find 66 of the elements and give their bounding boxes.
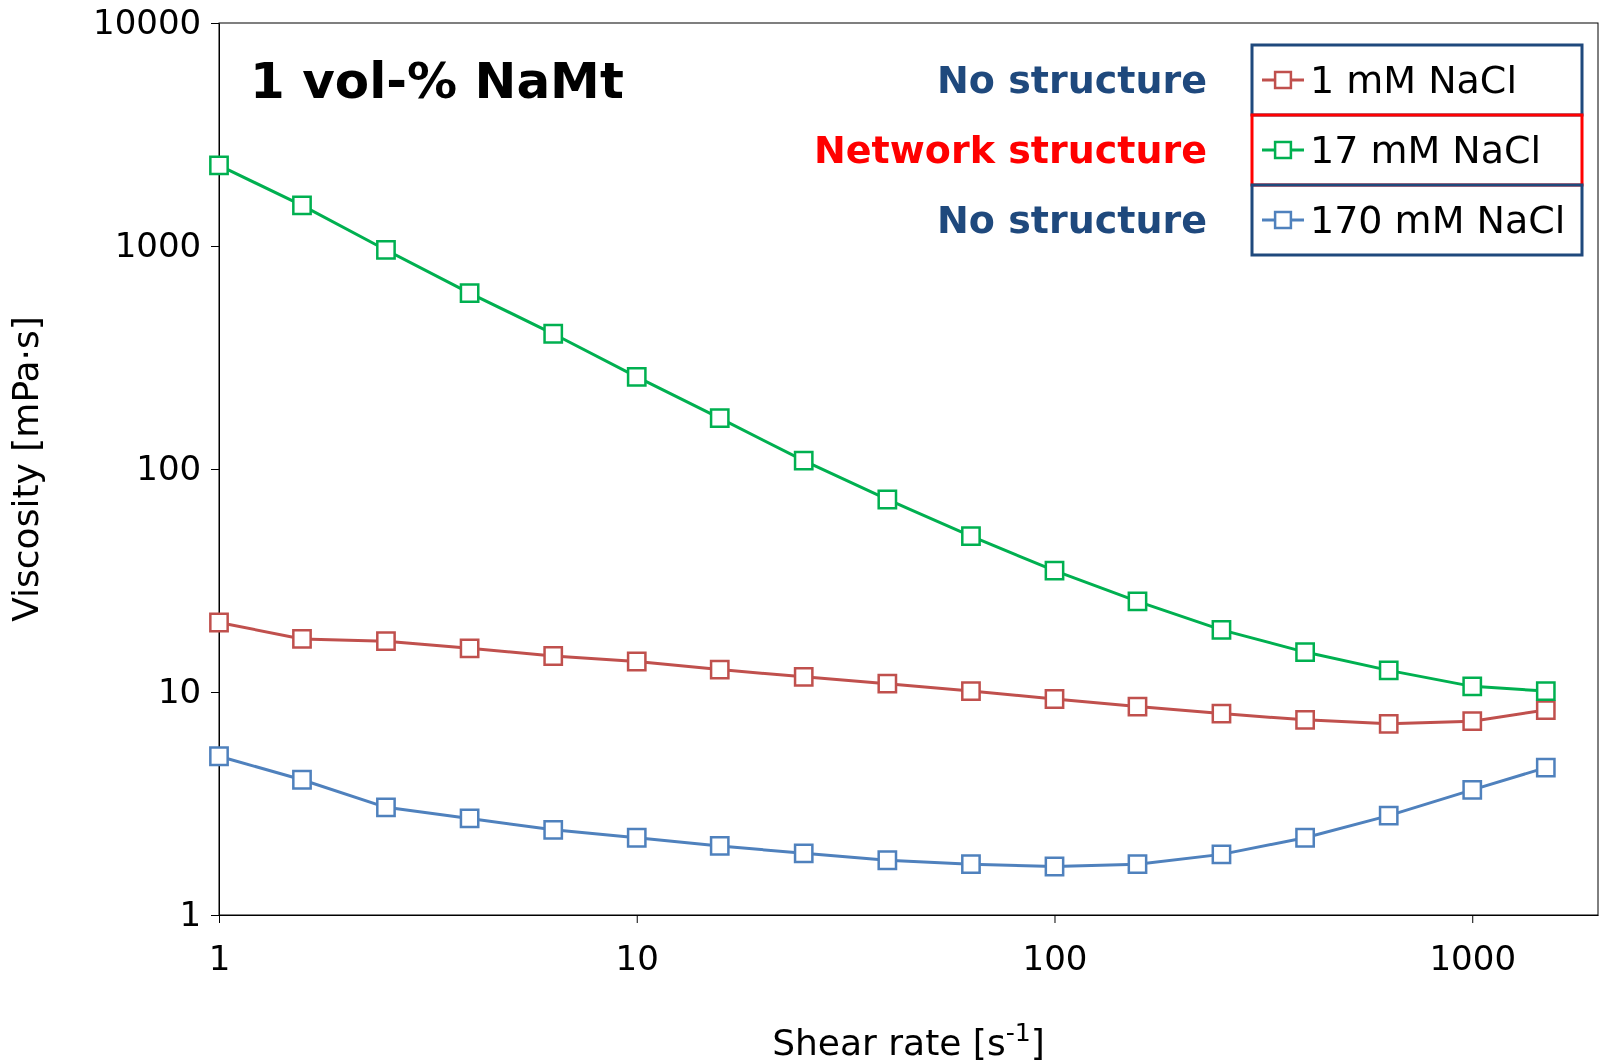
point [292,769,312,790]
y-tick-label: 1 [179,894,202,935]
point [961,526,981,547]
y-tick-label: 10 [157,671,202,712]
point [793,843,814,864]
point [1378,805,1399,826]
point [961,681,981,701]
y-tick-label: 100 [136,448,202,489]
point [709,659,730,680]
point [1462,676,1483,697]
point [459,808,480,829]
point [1462,711,1483,732]
point [376,631,396,652]
point [709,836,730,856]
point [1127,591,1148,612]
point [1378,713,1399,734]
point [626,827,647,848]
point [626,651,647,672]
point [793,450,814,471]
point [292,195,312,216]
point [793,666,814,687]
point [1211,844,1232,865]
legend-label: 17 mM NaCl [1310,128,1542,172]
legend-label: 1 mM NaCl [1310,58,1517,102]
point [1462,779,1483,800]
point [292,629,312,649]
point [1211,619,1232,640]
point [626,366,647,387]
legend-label: 170 mM NaCl [1310,198,1566,242]
point [709,408,730,429]
annotation: No structure [937,58,1207,102]
y-axis-title: Viscosity [mPa·s] [5,316,46,622]
point [1044,689,1065,709]
point [1127,854,1148,875]
point [877,850,898,871]
point [209,155,229,176]
x-tick-label: 1000 [1429,938,1517,979]
x-tick-label: 1 [208,938,231,979]
x-tick-label: 10 [615,938,659,979]
point [1295,709,1316,730]
x-tick-label: 100 [1022,938,1088,979]
y-tick-label: 1000 [114,225,202,266]
point [543,819,564,840]
point [376,797,396,818]
point [209,746,229,767]
y-tick-label: 10000 [93,2,202,43]
point [543,323,564,344]
point [209,612,229,633]
point [877,489,898,510]
point [1127,696,1148,717]
point [1211,703,1232,724]
point [543,646,564,666]
annotation: Network structure [813,128,1207,172]
point [961,854,981,875]
annotation: No structure [937,198,1207,242]
point [877,673,898,694]
point [459,638,480,659]
point [1295,642,1316,662]
point [1044,560,1065,581]
point [376,240,396,260]
point [1378,660,1399,681]
x-axis-title: Shear rate [s$^{-1}$] [772,1017,1045,1063]
text: 1 vol-% NaMt [250,52,624,110]
point [459,283,480,303]
point [1295,827,1316,848]
point [1044,856,1065,877]
